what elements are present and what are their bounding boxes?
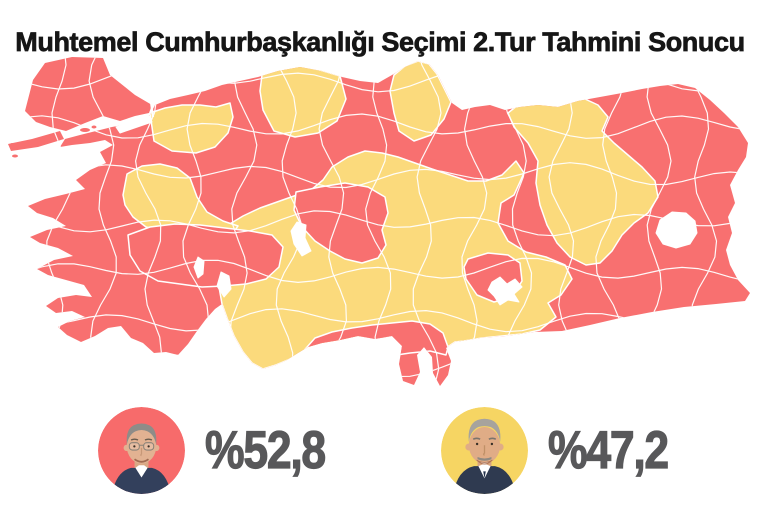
yellow-candidate-avatar-icon — [441, 407, 528, 494]
red-candidate-avatar-icon — [98, 407, 185, 494]
yellow-candidate-percent: %47,2 — [547, 420, 669, 480]
yellow-candidate-result: %47,2 — [441, 407, 691, 494]
red-candidate-result: %52,8 — [98, 407, 348, 494]
yellow-candidate-photo — [441, 407, 528, 494]
red-candidate-percent: %52,8 — [204, 420, 326, 480]
turkey-choropleth-map — [0, 55, 760, 400]
red-candidate-photo — [98, 407, 185, 494]
page-title: Muhtemel Cumhurbaşkanlığı Seçimi 2.Tur T… — [15, 27, 746, 58]
